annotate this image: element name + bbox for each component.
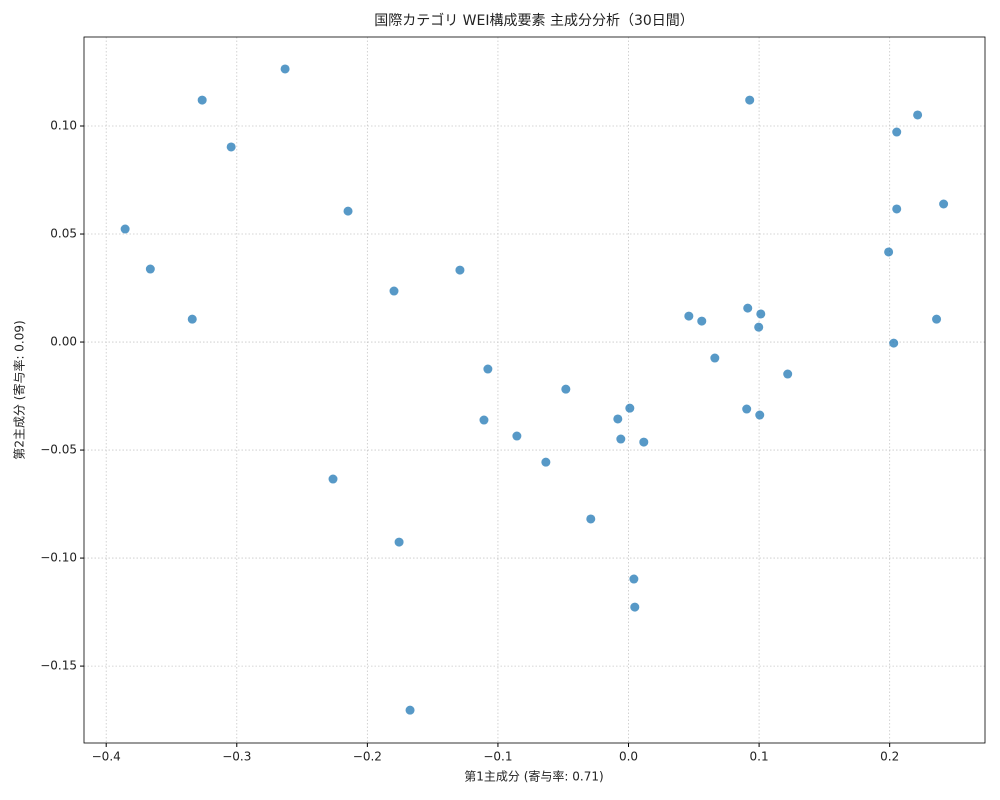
point <box>756 309 766 319</box>
y-tick-label: −0.05 <box>40 443 77 457</box>
point <box>280 64 290 74</box>
point <box>892 127 902 137</box>
point <box>616 434 626 444</box>
point <box>743 303 753 313</box>
y-tick-label: 0.05 <box>50 227 77 241</box>
point <box>455 265 465 275</box>
point <box>120 224 130 234</box>
point <box>586 514 596 524</box>
point <box>512 431 522 441</box>
point <box>187 314 197 324</box>
point <box>742 404 752 414</box>
point <box>629 574 639 584</box>
point <box>613 414 623 424</box>
y-tick-label: 0.00 <box>50 335 77 349</box>
x-tick-label: 0.1 <box>750 750 769 764</box>
point <box>328 474 338 484</box>
y-tick-label: 0.10 <box>50 119 77 133</box>
point <box>745 95 755 105</box>
point <box>783 369 793 379</box>
point <box>639 437 649 447</box>
x-tick-label: −0.3 <box>222 750 251 764</box>
point <box>755 410 765 420</box>
point <box>343 206 353 216</box>
point <box>483 364 493 374</box>
x-tick-label: 0.0 <box>619 750 638 764</box>
point <box>145 264 155 274</box>
point <box>226 142 236 152</box>
point <box>697 316 707 326</box>
point <box>197 95 207 105</box>
point <box>892 204 902 214</box>
point <box>630 602 640 612</box>
point <box>541 457 551 467</box>
chart-title: 国際カテゴリ WEI構成要素 主成分分析（30日間） <box>374 12 694 29</box>
x-tick-label: −0.2 <box>353 750 382 764</box>
y-tick-label: −0.10 <box>40 551 77 565</box>
x-tick-label: −0.4 <box>92 750 121 764</box>
point <box>710 353 720 363</box>
point <box>913 110 923 120</box>
point <box>479 415 489 425</box>
point <box>405 705 415 715</box>
point <box>884 247 894 257</box>
point <box>889 338 899 348</box>
point <box>561 384 571 394</box>
x-tick-label: 0.2 <box>880 750 899 764</box>
point <box>625 403 635 413</box>
point <box>932 314 942 324</box>
point <box>939 199 949 209</box>
x-axis-label: 第1主成分 (寄与率: 0.71) <box>464 769 603 784</box>
y-axis-label: 第2主成分 (寄与率: 0.09) <box>12 320 27 459</box>
point <box>684 311 694 321</box>
point <box>394 537 404 547</box>
point <box>389 286 399 296</box>
plot-frame <box>83 36 986 744</box>
y-tick-label: −0.15 <box>40 659 77 673</box>
x-tick-label: −0.1 <box>483 750 512 764</box>
point <box>754 322 764 332</box>
